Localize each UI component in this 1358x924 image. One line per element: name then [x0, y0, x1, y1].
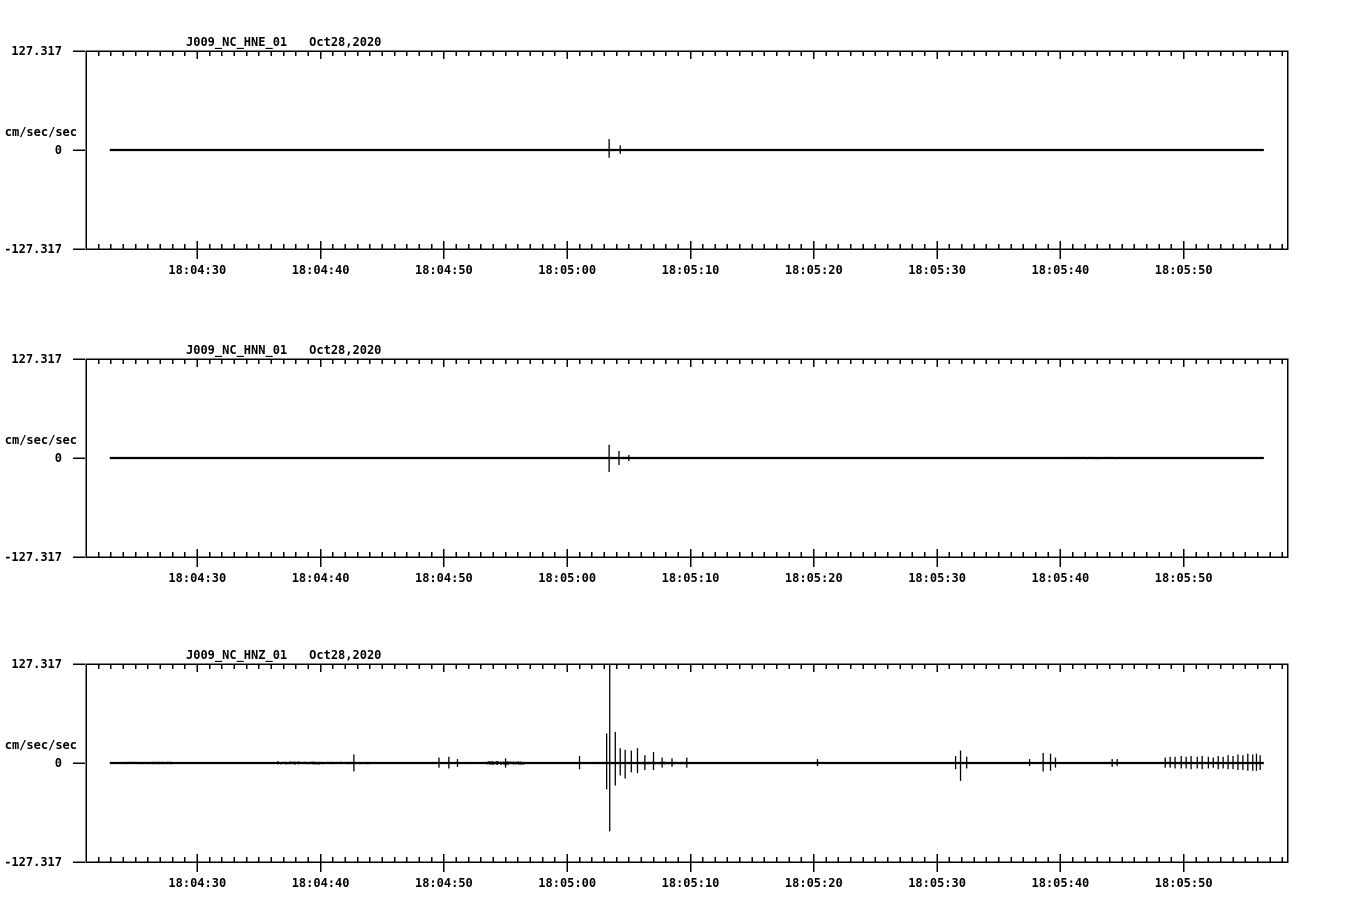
x-tick-label: 18:05:00 — [538, 571, 597, 585]
x-tick-label: 18:05:30 — [908, 571, 966, 585]
x-tick-label: 18:05:50 — [1154, 876, 1213, 890]
panel-title: J009_NC_HNE_01 Oct28,2020 — [186, 35, 381, 49]
y-axis-zero-label: 0 — [54, 451, 62, 465]
x-tick-label: 18:04:40 — [291, 571, 350, 585]
x-tick-label: 18:04:30 — [168, 876, 227, 890]
y-axis-max-label: 127.317 — [11, 352, 62, 366]
panel-title: J009_NC_HNZ_01 Oct28,2020 — [186, 648, 381, 662]
x-tick-label: 18:04:30 — [168, 263, 227, 277]
y-axis-min-label: -127.317 — [4, 550, 62, 564]
time-axis-labels: 18:04:30 18:04:40 18:04:50 18:05:00 18:05:10… — [0, 263, 1358, 279]
x-tick-label: 18:05:30 — [908, 263, 966, 277]
time-axis-labels: 18:04:30 18:04:40 18:04:50 18:05:00 18:05:10… — [0, 876, 1358, 892]
y-axis-min-label: -127.317 — [4, 855, 62, 869]
x-tick-label: 18:05:00 — [538, 263, 597, 277]
date-label: Oct28,2020 — [309, 343, 382, 357]
x-tick-label: 18:05:30 — [908, 876, 966, 890]
y-axis-unit-label: cm/sec/sec — [4, 125, 77, 139]
x-tick-label: 18:04:50 — [414, 263, 473, 277]
station-channel-label: J009_NC_HNZ_01 — [186, 648, 288, 662]
x-tick-label: 18:05:20 — [784, 263, 843, 277]
y-axis-zero-label: 0 — [54, 143, 62, 157]
panel-title: J009_NC_HNN_01 Oct28,2020 — [186, 343, 381, 357]
x-tick-label: 18:05:50 — [1154, 263, 1213, 277]
x-tick-label: 18:05:50 — [1154, 571, 1213, 585]
station-channel-label: J009_NC_HNE_01 — [186, 35, 288, 49]
x-tick-label: 18:05:00 — [538, 876, 597, 890]
y-axis-max-label: 127.317 — [11, 44, 62, 58]
x-tick-label: 18:04:50 — [414, 571, 473, 585]
date-label: Oct28,2020 — [309, 35, 382, 49]
station-channel-label: J009_NC_HNN_01 — [186, 343, 288, 357]
x-tick-label: 18:05:40 — [1031, 571, 1090, 585]
time-axis-labels: 18:04:30 18:04:40 18:04:50 18:05:00 18:05:10… — [0, 571, 1358, 587]
x-tick-label: 18:04:40 — [291, 876, 350, 890]
x-tick-label: 18:04:40 — [291, 263, 350, 277]
y-axis-unit-label: cm/sec/sec — [4, 433, 77, 447]
x-tick-label: 18:05:40 — [1031, 876, 1090, 890]
y-axis-max-label: 127.317 — [11, 657, 62, 671]
date-label: Oct28,2020 — [309, 648, 382, 662]
x-tick-label: 18:05:20 — [784, 571, 843, 585]
y-axis-unit-label: cm/sec/sec — [4, 738, 77, 752]
x-tick-label: 18:05:20 — [784, 876, 843, 890]
x-tick-label: 18:04:30 — [168, 571, 227, 585]
x-tick-label: 18:05:10 — [661, 571, 720, 585]
y-axis-min-label: -127.317 — [4, 242, 62, 256]
y-axis-zero-label: 0 — [54, 756, 62, 770]
x-tick-label: 18:05:10 — [661, 263, 720, 277]
x-tick-label: 18:04:50 — [414, 876, 473, 890]
x-tick-label: 18:05:40 — [1031, 263, 1090, 277]
x-tick-label: 18:05:10 — [661, 876, 720, 890]
